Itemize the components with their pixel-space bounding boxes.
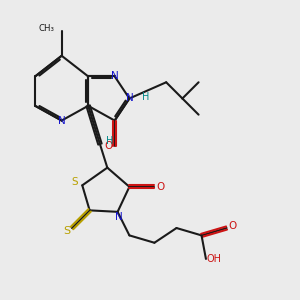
Text: N: N [58,116,65,126]
Text: OH: OH [206,254,221,264]
Text: N: N [111,71,119,81]
Text: H: H [106,136,113,146]
Text: N: N [115,212,123,222]
Text: CH₃: CH₃ [38,24,54,33]
Text: O: O [104,141,112,151]
Text: S: S [63,226,70,236]
Text: N: N [125,94,133,103]
Text: S: S [72,177,78,188]
Text: O: O [157,182,165,192]
Text: O: O [228,221,237,231]
Text: H: H [142,92,149,102]
